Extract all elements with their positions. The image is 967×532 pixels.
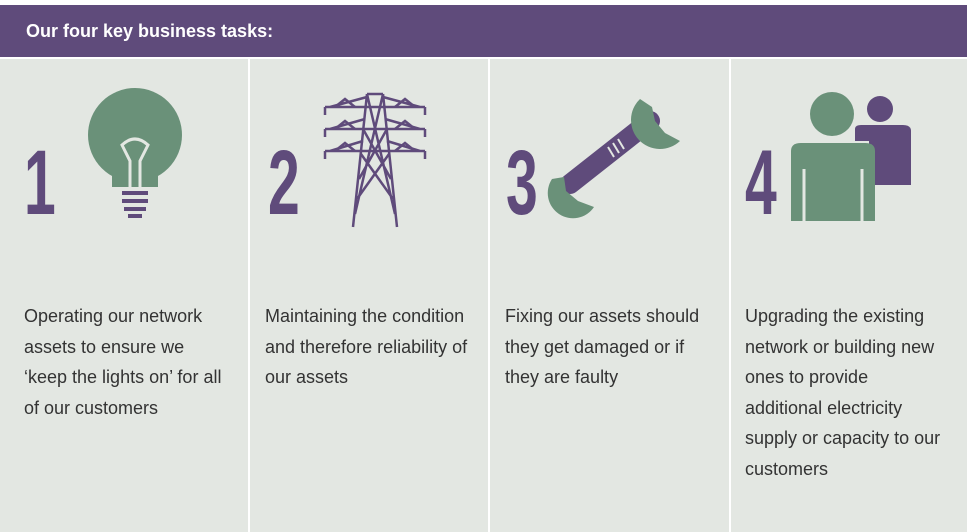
task-number: 2 — [268, 132, 300, 234]
wrench-icon — [547, 99, 680, 219]
task-text: Operating our network assets to ensure w… — [24, 306, 222, 418]
people-icon — [791, 92, 911, 221]
task-panel: 3 Fixing our assets should they get dama… — [490, 59, 729, 532]
bulb-icon — [88, 88, 182, 218]
tower-icon — [323, 92, 427, 228]
task-panel: 4 Upgrading the existing network or buil… — [731, 59, 967, 532]
task-number: 4 — [745, 132, 777, 234]
task-text: Fixing our assets should they get damage… — [505, 306, 700, 387]
header-bar: Our four key business tasks: — [0, 5, 967, 57]
task-text: Upgrading the existing network or buildi… — [745, 306, 941, 479]
header-title: Our four key business tasks: — [26, 21, 274, 41]
task-panel: 2 Maintaining the condition and therefor… — [250, 59, 488, 532]
task-panel: 1 Operating our network assets to ensure… — [0, 59, 248, 532]
task-text: Maintaining the condition and therefore … — [265, 306, 468, 387]
task-number: 1 — [24, 132, 56, 234]
task-number: 3 — [506, 132, 538, 234]
